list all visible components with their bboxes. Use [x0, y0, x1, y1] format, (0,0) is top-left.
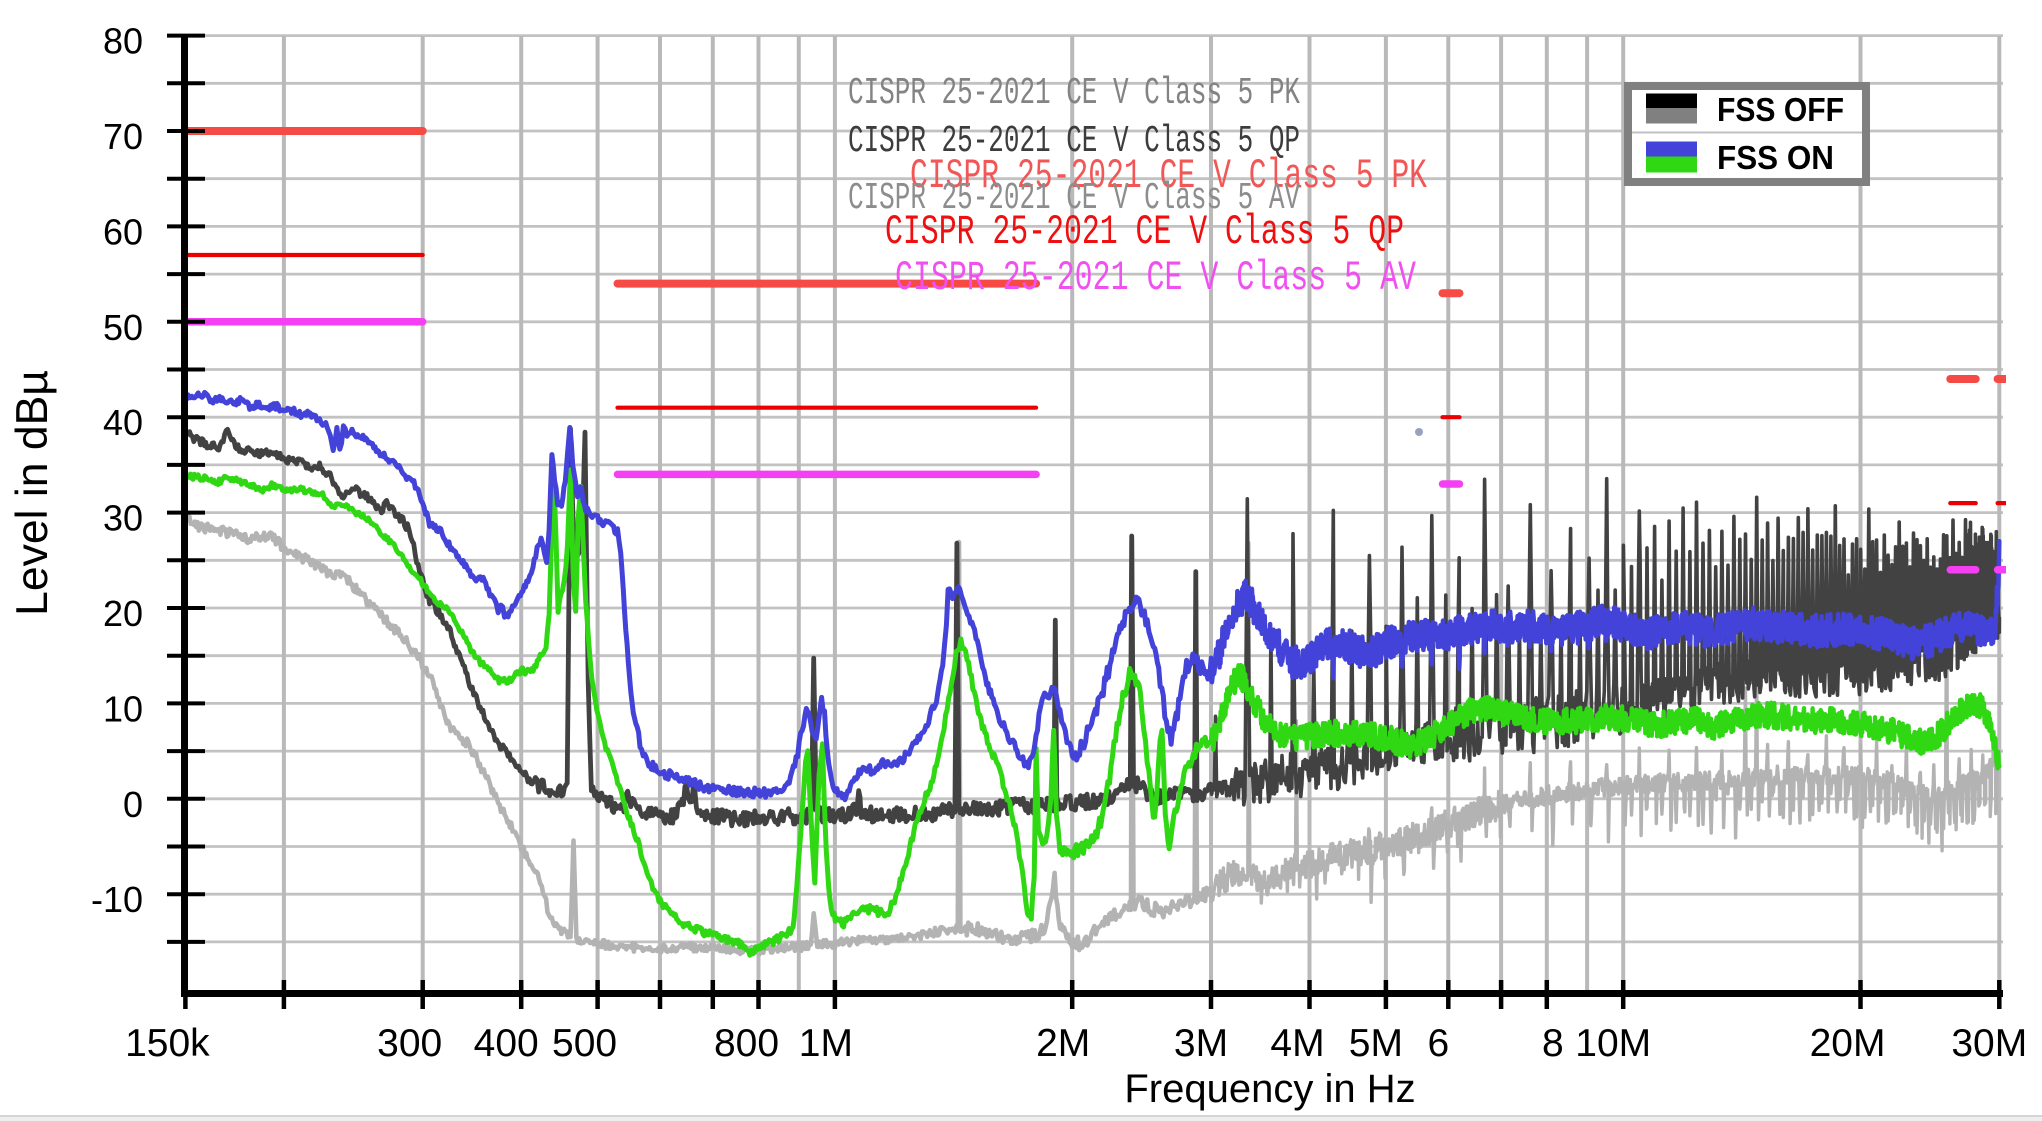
svg-text:Level in dBµ: Level in dBµ	[8, 370, 57, 616]
svg-text:50: 50	[103, 307, 143, 348]
svg-text:8: 8	[1542, 1022, 1564, 1065]
svg-text:CISPR 25-2021 CE V Class 5 QP: CISPR 25-2021 CE V Class 5 QP	[848, 120, 1300, 163]
svg-text:6: 6	[1427, 1022, 1449, 1065]
svg-text:150k: 150k	[125, 1022, 210, 1065]
svg-text:20: 20	[103, 593, 143, 634]
svg-text:0: 0	[123, 784, 143, 825]
svg-text:2M: 2M	[1036, 1022, 1090, 1065]
svg-text:10: 10	[103, 688, 143, 729]
svg-text:30M: 30M	[1951, 1022, 2027, 1065]
svg-text:-10: -10	[91, 879, 143, 920]
svg-text:500: 500	[552, 1022, 617, 1065]
svg-text:5M: 5M	[1349, 1022, 1403, 1065]
svg-text:30: 30	[103, 498, 143, 539]
svg-text:800: 800	[714, 1022, 779, 1065]
svg-text:FSS OFF: FSS OFF	[1717, 91, 1844, 128]
svg-text:70: 70	[103, 116, 143, 157]
svg-text:400: 400	[474, 1022, 539, 1065]
svg-text:80: 80	[103, 21, 143, 62]
svg-text:3M: 3M	[1174, 1022, 1228, 1065]
svg-text:CISPR 25-2021 CE V Class 5 AV: CISPR 25-2021 CE V Class 5 AV	[895, 254, 1416, 302]
svg-text:CISPR 25-2021 CE V Class 5 AV: CISPR 25-2021 CE V Class 5 AV	[848, 177, 1300, 220]
svg-text:20M: 20M	[1810, 1022, 1886, 1065]
svg-text:CISPR 25-2021 CE V Class 5 PK: CISPR 25-2021 CE V Class 5 PK	[910, 152, 1428, 200]
svg-text:1M: 1M	[799, 1022, 853, 1065]
svg-text:Frequency in Hz: Frequency in Hz	[1124, 1067, 1415, 1111]
svg-text:60: 60	[103, 211, 143, 252]
svg-text:10M: 10M	[1575, 1022, 1651, 1065]
svg-text:CISPR 25-2021 CE V Class 5 PK: CISPR 25-2021 CE V Class 5 PK	[848, 72, 1300, 115]
svg-text:4M: 4M	[1270, 1022, 1324, 1065]
svg-text:CISPR 25-2021 CE V Class 5 QP: CISPR 25-2021 CE V Class 5 QP	[885, 208, 1404, 256]
svg-text:300: 300	[377, 1022, 442, 1065]
svg-text:FSS ON: FSS ON	[1717, 139, 1834, 176]
svg-text:40: 40	[103, 402, 143, 443]
